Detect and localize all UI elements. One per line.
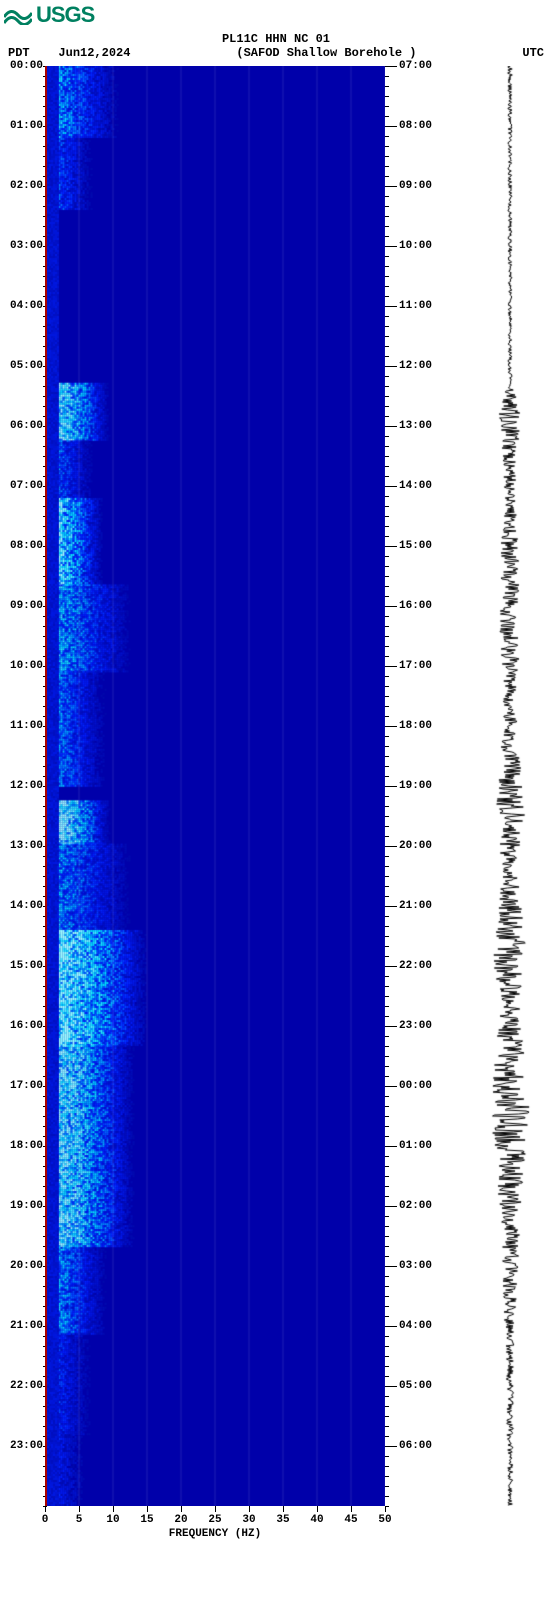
waveform-canvas bbox=[485, 66, 535, 1506]
usgs-logo: USGS bbox=[0, 0, 552, 30]
time-label-left: 15:00 bbox=[10, 960, 43, 972]
site-name: (SAFOD Shallow Borehole ) bbox=[236, 46, 416, 60]
time-label-left: 13:00 bbox=[10, 840, 43, 852]
time-label-left: 06:00 bbox=[10, 420, 43, 432]
time-label-left: 02:00 bbox=[10, 180, 43, 192]
time-label-right: 07:00 bbox=[399, 60, 432, 72]
station-title: PL11C HHN NC 01 bbox=[0, 32, 552, 46]
time-label-right: 23:00 bbox=[399, 1020, 432, 1032]
header-date: Jun12,2024 bbox=[58, 46, 130, 60]
freq-tick-label: 5 bbox=[76, 1514, 83, 1526]
time-label-right: 01:00 bbox=[399, 1140, 432, 1152]
frequency-axis: FREQUENCY (HZ) 05101520253035404550 bbox=[45, 1506, 385, 1544]
time-label-right: 22:00 bbox=[399, 960, 432, 972]
time-label-right: 11:00 bbox=[399, 300, 432, 312]
spectrogram bbox=[45, 66, 385, 1506]
time-label-left: 17:00 bbox=[10, 1080, 43, 1092]
time-label-left: 19:00 bbox=[10, 1200, 43, 1212]
usgs-logo-text: USGS bbox=[36, 2, 94, 28]
time-label-left: 03:00 bbox=[10, 240, 43, 252]
left-tz: PDT bbox=[8, 46, 30, 60]
time-label-right: 14:00 bbox=[399, 480, 432, 492]
time-label-left: 01:00 bbox=[10, 120, 43, 132]
time-label-right: 03:00 bbox=[399, 1260, 432, 1272]
time-label-right: 20:00 bbox=[399, 840, 432, 852]
freq-tick-label: 10 bbox=[106, 1514, 119, 1526]
time-label-right: 21:00 bbox=[399, 900, 432, 912]
time-label-left: 21:00 bbox=[10, 1320, 43, 1332]
time-label-left: 20:00 bbox=[10, 1260, 43, 1272]
time-label-right: 12:00 bbox=[399, 360, 432, 372]
freq-tick-label: 40 bbox=[310, 1514, 323, 1526]
waveform-panel bbox=[485, 66, 535, 1506]
time-label-right: 06:00 bbox=[399, 1440, 432, 1452]
time-label-left: 09:00 bbox=[10, 600, 43, 612]
frequency-axis-label: FREQUENCY (HZ) bbox=[169, 1528, 261, 1540]
time-axis-left: 00:0001:0002:0003:0004:0005:0006:0007:00… bbox=[0, 66, 45, 1506]
time-label-left: 04:00 bbox=[10, 300, 43, 312]
time-label-right: 13:00 bbox=[399, 420, 432, 432]
time-label-right: 05:00 bbox=[399, 1380, 432, 1392]
time-label-right: 17:00 bbox=[399, 660, 432, 672]
header-line: PDT Jun12,2024 (SAFOD Shallow Borehole )… bbox=[8, 46, 544, 60]
time-label-right: 04:00 bbox=[399, 1320, 432, 1332]
time-axis-right: 07:0008:0009:0010:0011:0012:0013:0014:00… bbox=[385, 66, 445, 1506]
freq-tick-label: 35 bbox=[276, 1514, 289, 1526]
time-label-left: 00:00 bbox=[10, 60, 43, 72]
time-label-right: 15:00 bbox=[399, 540, 432, 552]
freq-tick-label: 0 bbox=[42, 1514, 49, 1526]
time-label-left: 14:00 bbox=[10, 900, 43, 912]
time-label-left: 08:00 bbox=[10, 540, 43, 552]
freq-tick-label: 30 bbox=[242, 1514, 255, 1526]
time-label-right: 18:00 bbox=[399, 720, 432, 732]
spectrogram-canvas bbox=[45, 66, 385, 1506]
time-label-right: 08:00 bbox=[399, 120, 432, 132]
time-label-left: 16:00 bbox=[10, 1020, 43, 1032]
header-left: PDT Jun12,2024 bbox=[8, 46, 130, 60]
time-label-right: 19:00 bbox=[399, 780, 432, 792]
time-label-left: 05:00 bbox=[10, 360, 43, 372]
time-label-right: 16:00 bbox=[399, 600, 432, 612]
freq-tick-label: 20 bbox=[174, 1514, 187, 1526]
time-label-left: 22:00 bbox=[10, 1380, 43, 1392]
time-label-left: 18:00 bbox=[10, 1140, 43, 1152]
freq-tick-label: 25 bbox=[208, 1514, 221, 1526]
time-label-left: 12:00 bbox=[10, 780, 43, 792]
time-label-right: 02:00 bbox=[399, 1200, 432, 1212]
time-label-left: 10:00 bbox=[10, 660, 43, 672]
time-label-right: 10:00 bbox=[399, 240, 432, 252]
time-label-left: 23:00 bbox=[10, 1440, 43, 1452]
freq-tick-label: 15 bbox=[140, 1514, 153, 1526]
plot-area: 00:0001:0002:0003:0004:0005:0006:0007:00… bbox=[45, 66, 485, 1506]
time-label-left: 07:00 bbox=[10, 480, 43, 492]
time-label-left: 11:00 bbox=[10, 720, 43, 732]
right-tz: UTC bbox=[522, 46, 544, 60]
usgs-wave-icon bbox=[4, 5, 32, 25]
freq-tick-label: 45 bbox=[344, 1514, 357, 1526]
left-red-edge bbox=[45, 66, 47, 1506]
time-label-right: 09:00 bbox=[399, 180, 432, 192]
freq-tick-label: 50 bbox=[378, 1514, 391, 1526]
time-label-right: 00:00 bbox=[399, 1080, 432, 1092]
